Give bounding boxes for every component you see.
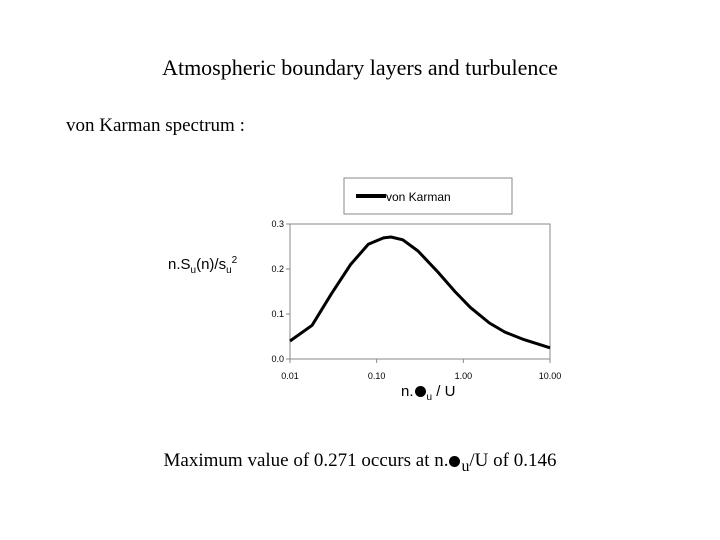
- y-tick-label: 0.0: [271, 354, 284, 364]
- x-tick-label: 1.00: [455, 371, 473, 381]
- y-axis-ticks: 0.0 0.1 0.2 0.3: [271, 219, 290, 364]
- slide-title: Atmospheric boundary layers and turbulen…: [162, 55, 558, 80]
- plot-area: [289, 223, 551, 360]
- series-line-von-karman: [289, 235, 551, 350]
- x-tick-label: 10.00: [539, 371, 562, 381]
- y-tick-label: 0.3: [271, 219, 284, 229]
- legend-entry-von-karman: von Karman: [386, 190, 451, 204]
- max-value-caption: Maximum value of 0.271 occurs at n. u/U o…: [163, 450, 557, 475]
- x-tick-label: 0.10: [368, 371, 386, 381]
- y-axis-label: n.Su(n)/su2: [168, 255, 238, 276]
- dot-symbol: [414, 386, 426, 397]
- x-axis-ticks: 0.01 0.10 1.00 10.00: [281, 359, 561, 381]
- x-axis-label: n. u / U: [401, 383, 456, 403]
- y-tick-label: 0.2: [271, 264, 284, 274]
- x-tick-label: 0.01: [281, 371, 299, 381]
- y-tick-label: 0.1: [271, 309, 284, 319]
- dot-symbol: [449, 456, 461, 467]
- slide-subtitle: von Karman spectrum :: [66, 115, 245, 136]
